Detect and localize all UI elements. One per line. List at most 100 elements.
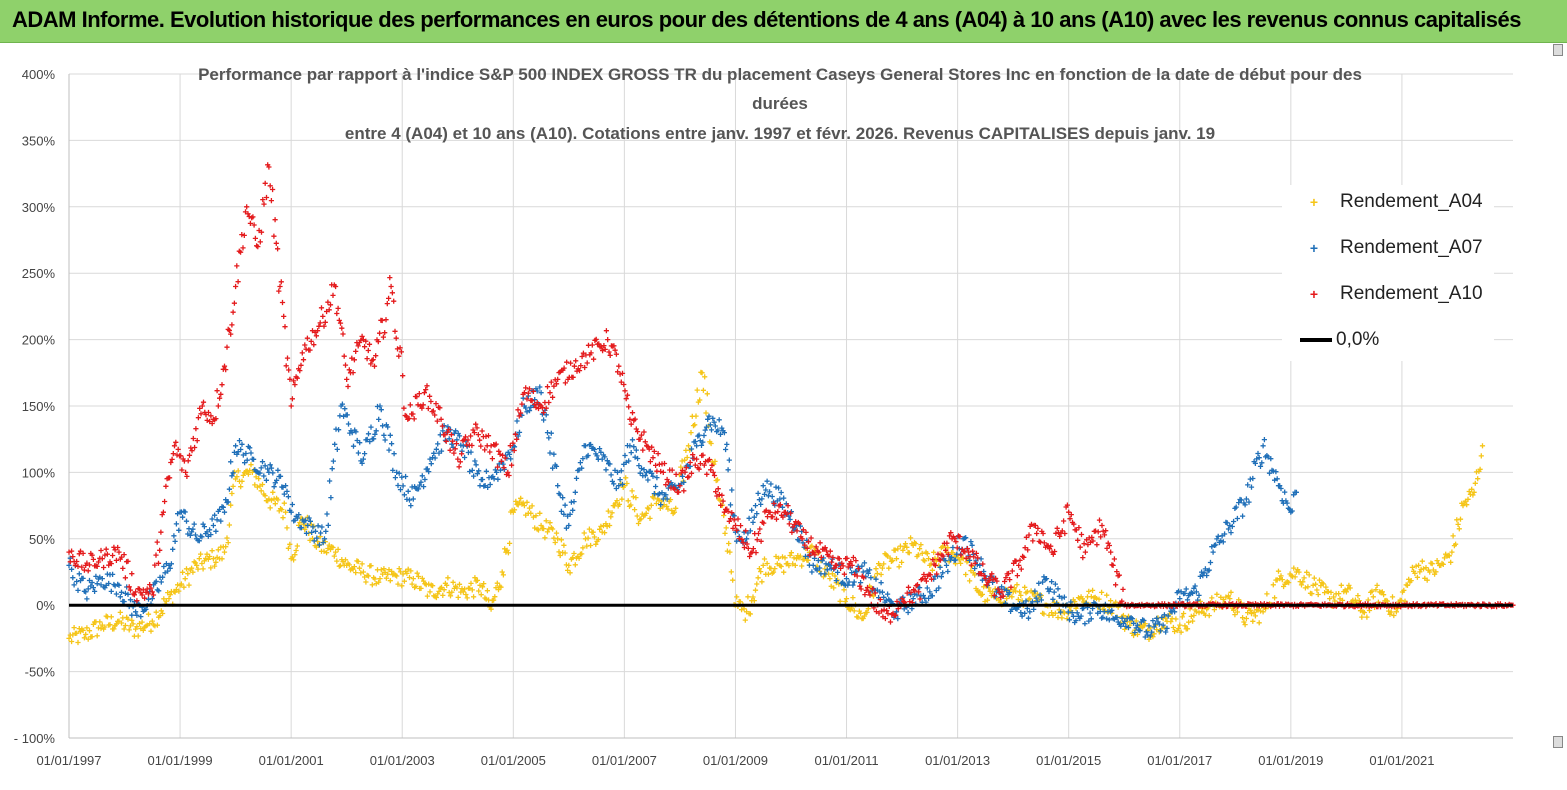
data-point-a10 <box>104 551 110 557</box>
data-point-a04 <box>646 506 652 512</box>
data-point-a07 <box>1149 629 1155 635</box>
data-point-a07 <box>1199 569 1205 575</box>
data-point-a07 <box>445 424 451 430</box>
data-point-a10 <box>738 523 744 529</box>
data-point-a07 <box>607 461 613 467</box>
data-point-a04 <box>476 588 482 594</box>
data-point-a10 <box>186 452 193 458</box>
resize-handle-bottom-icon[interactable] <box>1553 736 1563 748</box>
data-point-a04 <box>1339 597 1346 603</box>
data-point-a07 <box>1037 592 1043 598</box>
data-point-a10 <box>758 538 764 544</box>
data-point-a10 <box>593 336 599 342</box>
data-point-a10 <box>607 352 613 358</box>
data-point-a10 <box>1096 517 1103 523</box>
data-point-a07 <box>218 518 224 524</box>
data-point-a07 <box>881 594 887 600</box>
data-point-a10 <box>197 405 203 411</box>
data-point-a07 <box>1160 622 1166 628</box>
data-point-a07 <box>701 432 707 439</box>
data-point-a07 <box>251 456 257 462</box>
data-point-a04 <box>287 541 293 547</box>
legend-label-zero: 0,0% <box>1336 329 1380 350</box>
data-point-a07 <box>476 468 482 474</box>
data-point-a10 <box>866 589 872 595</box>
data-point-a04 <box>704 391 710 397</box>
data-point-a10 <box>289 396 295 402</box>
data-point-a10 <box>433 401 439 407</box>
data-point-a07 <box>182 509 188 515</box>
data-point-a04 <box>896 564 902 570</box>
data-point-a10 <box>221 363 228 369</box>
data-point-a04 <box>547 520 553 526</box>
data-point-a04 <box>1479 443 1486 449</box>
data-point-a07 <box>734 538 740 544</box>
data-point-a10 <box>1094 542 1100 548</box>
data-point-a07 <box>594 453 600 459</box>
data-point-a07 <box>170 546 176 552</box>
data-point-a07 <box>767 489 773 495</box>
data-point-a07 <box>309 529 315 535</box>
data-point-a04 <box>751 598 757 604</box>
data-point-a10 <box>416 391 422 397</box>
data-point-a07 <box>1207 559 1214 566</box>
data-point-a04 <box>616 501 622 507</box>
data-point-a10 <box>423 387 429 393</box>
data-point-a07 <box>171 533 177 539</box>
data-point-a07 <box>396 470 402 476</box>
resize-handle-top-icon[interactable] <box>1553 44 1563 56</box>
data-point-a10 <box>895 606 901 612</box>
data-point-a07 <box>334 446 340 452</box>
data-point-a10 <box>1073 527 1079 533</box>
data-point-a07 <box>1274 476 1280 482</box>
data-point-a10 <box>555 376 561 382</box>
data-point-a07 <box>242 460 248 466</box>
data-point-a10 <box>747 553 753 560</box>
data-point-a04 <box>89 634 95 640</box>
data-point-a10 <box>1052 548 1058 555</box>
data-point-a07 <box>1129 616 1135 622</box>
data-point-a07 <box>158 579 164 585</box>
data-point-a10 <box>326 307 332 313</box>
data-point-a10 <box>715 486 721 492</box>
data-point-a07 <box>787 516 793 523</box>
data-point-a04 <box>447 593 454 599</box>
data-point-a10 <box>192 444 198 451</box>
data-point-a04 <box>693 413 699 419</box>
data-point-a07 <box>410 496 416 502</box>
data-point-a07 <box>546 435 552 441</box>
data-point-a04 <box>861 613 868 619</box>
data-point-a04 <box>556 549 562 555</box>
data-point-a07 <box>773 484 779 490</box>
data-point-a07 <box>905 609 911 616</box>
data-point-a10 <box>907 599 913 605</box>
data-point-a04 <box>376 579 382 585</box>
data-point-a07 <box>515 433 521 439</box>
data-point-a04 <box>1236 597 1242 603</box>
data-point-a04 <box>781 569 787 575</box>
data-point-a07 <box>311 538 317 544</box>
data-point-a07 <box>365 431 372 437</box>
data-point-a04 <box>922 558 928 564</box>
data-point-a07 <box>977 562 983 568</box>
data-point-a07 <box>462 454 468 461</box>
data-point-a07 <box>479 476 486 483</box>
data-point-a10 <box>937 557 944 563</box>
data-point-a10 <box>802 542 808 548</box>
data-point-a04 <box>207 553 213 560</box>
data-point-a07 <box>239 441 245 447</box>
data-point-a10 <box>245 211 251 217</box>
data-point-a04 <box>747 611 753 617</box>
data-point-a07 <box>1134 622 1141 628</box>
data-point-a10 <box>126 584 132 590</box>
data-point-a04 <box>1370 594 1376 600</box>
data-point-a07 <box>332 441 338 447</box>
legend: + Rendement_A04 + Rendement_A07 + Rendement… <box>1282 185 1494 361</box>
data-point-a10 <box>1041 540 1047 546</box>
legend-marker-a10-icon: + <box>1309 286 1319 302</box>
data-point-a10 <box>1075 537 1081 543</box>
data-point-a07 <box>1204 572 1210 579</box>
data-point-a10 <box>735 516 741 522</box>
data-point-a04 <box>1450 533 1456 539</box>
y-tick-label: 200% <box>22 333 56 348</box>
